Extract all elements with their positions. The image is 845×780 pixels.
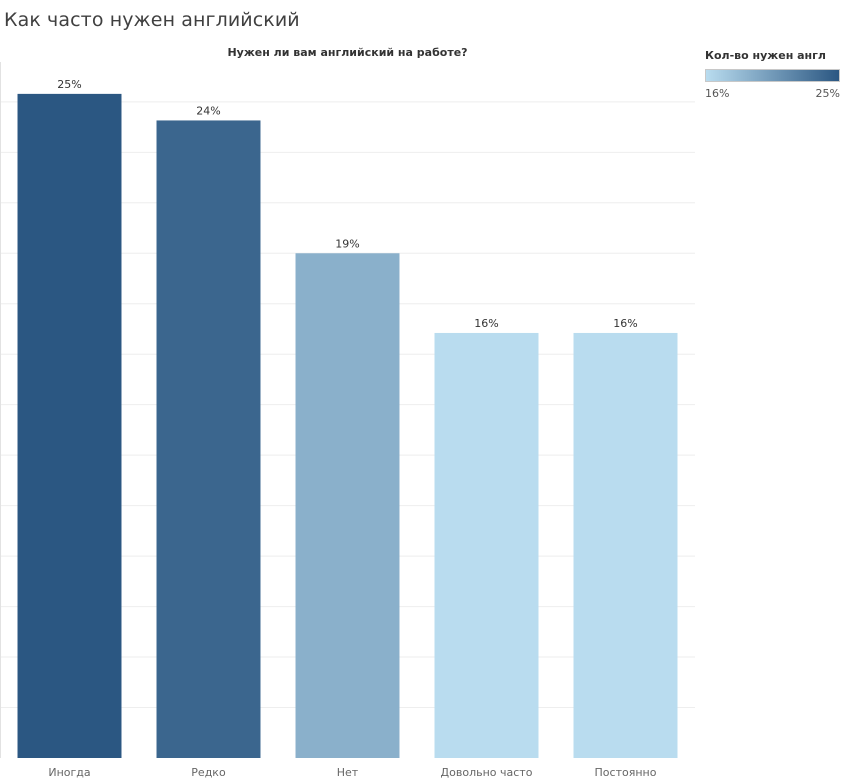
bar-data-label: 24% xyxy=(196,104,220,117)
bar[interactable] xyxy=(156,120,261,758)
bar-data-label: 16% xyxy=(613,317,637,330)
bar-data-label: 19% xyxy=(335,237,359,250)
legend-title: Кол-во нужен англ xyxy=(705,49,826,62)
bar-data-label: 16% xyxy=(474,317,498,330)
legend-min-label: 16% xyxy=(705,87,730,100)
x-tick-label: Постоянно xyxy=(595,766,657,779)
bar[interactable] xyxy=(434,332,539,758)
page-title: Как часто нужен английский xyxy=(4,9,300,31)
bar[interactable] xyxy=(573,332,678,758)
legend-max-label: 25% xyxy=(815,87,840,100)
bar-data-label: 25% xyxy=(57,78,81,91)
legend-color-ramp xyxy=(705,69,840,82)
x-tick-label: Довольно часто xyxy=(441,766,533,779)
x-tick-label: Редко xyxy=(191,766,226,779)
chart-title: Нужен ли вам английский на работе? xyxy=(227,46,468,59)
x-tick-label: Нет xyxy=(337,766,359,779)
color-legend: Кол-во нужен англ 16% 25% xyxy=(705,49,840,100)
bar[interactable] xyxy=(17,93,122,758)
bar[interactable] xyxy=(295,253,400,758)
x-tick-label: Иногда xyxy=(48,766,90,779)
